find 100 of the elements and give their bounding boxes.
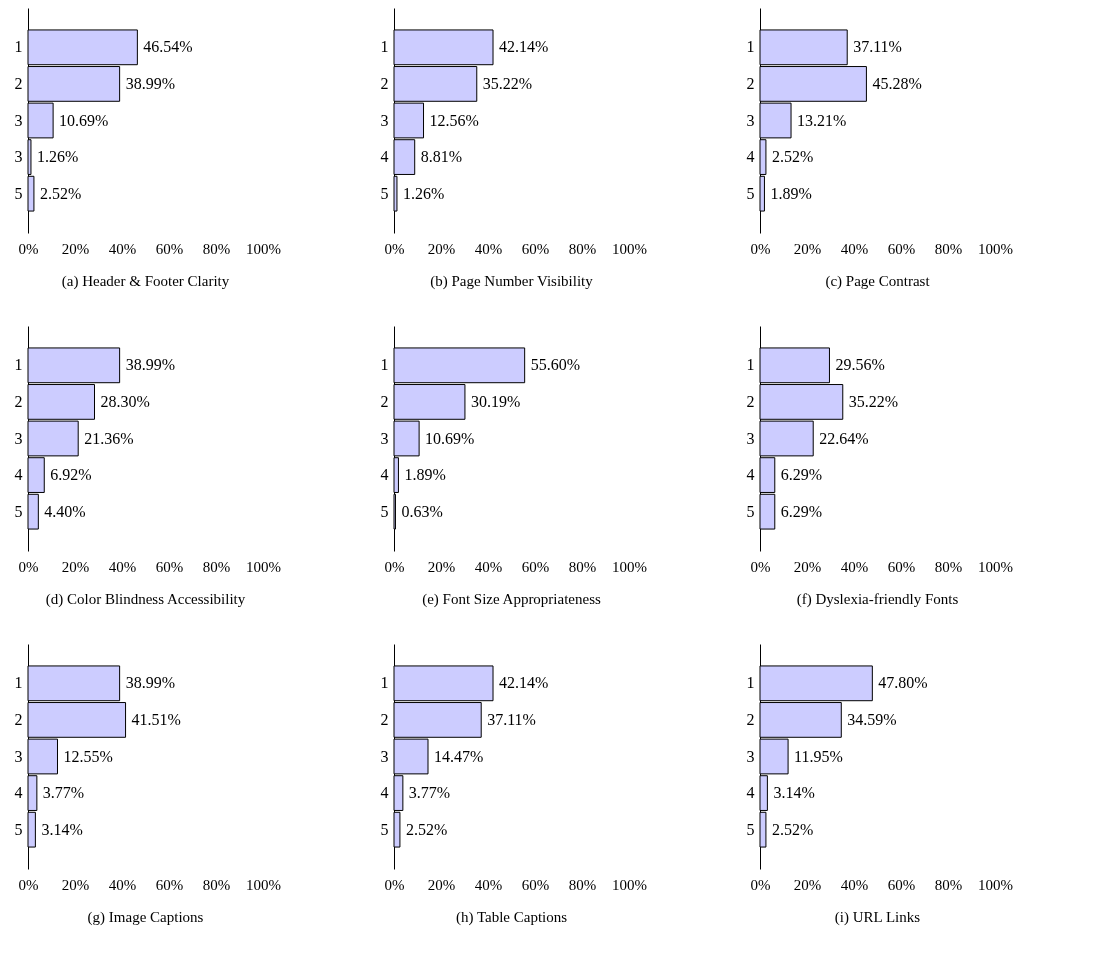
x-tick-label: 80%	[202, 558, 231, 575]
x-tick-label: 20%	[793, 558, 822, 575]
x-tick-label: 40%	[108, 876, 137, 893]
data-label: 0.63%	[401, 502, 443, 520]
y-tick-label: 4	[14, 466, 23, 484]
y-tick-label: 5	[380, 820, 389, 838]
x-tick-label: 0%	[384, 558, 405, 575]
data-label: 42.14%	[499, 674, 549, 692]
data-label: 47.80%	[878, 674, 928, 692]
x-tick-label: 100%	[978, 240, 1013, 257]
data-label: 4.40%	[44, 502, 86, 520]
y-tick-label: 3	[380, 747, 389, 765]
y-tick-label: 3	[14, 111, 23, 129]
y-tick-label: 2	[380, 710, 389, 728]
y-tick-label: 1	[380, 674, 389, 692]
text: (c) Page Contrast	[825, 273, 931, 290]
data-label: 46.54%	[143, 38, 193, 56]
x-tick-label: 100%	[246, 240, 281, 257]
data-label: 35.22%	[848, 392, 899, 410]
y-tick-label: 3	[746, 111, 755, 129]
x-tick-label: 60%	[521, 240, 550, 257]
y-tick-label: 4	[380, 466, 389, 484]
data-label: 8.81%	[420, 148, 463, 166]
x-tick-label: 80%	[568, 240, 597, 257]
data-label: 14.47%	[434, 747, 484, 765]
x-tick-label: 0%	[384, 240, 405, 257]
y-tick-label: 2	[380, 74, 389, 92]
x-tick-label: 40%	[474, 558, 503, 575]
data-label: 38.99%	[125, 356, 175, 374]
text: (a) Header & Footer Clarity	[61, 273, 230, 290]
x-tick-label: 40%	[840, 558, 869, 575]
y-tick-label: 2	[746, 710, 755, 728]
y-tick-label: 4	[14, 784, 23, 802]
text: (d) Color Blindness Accessibility	[45, 591, 246, 608]
x-tick-label: 40%	[108, 240, 137, 257]
y-tick-label: 4	[746, 466, 755, 484]
data-label: 29.56%	[835, 356, 885, 374]
y-tick-label: 5	[14, 184, 23, 202]
text: (e) Font Size Appropriateness	[422, 591, 602, 608]
data-label: 11.95%	[794, 747, 843, 765]
data-label: 6.92%	[50, 466, 92, 484]
x-tick-label: 0%	[750, 876, 771, 893]
data-label: 6.29%	[780, 466, 823, 484]
x-tick-label: 40%	[108, 558, 137, 575]
x-tick-label: 80%	[934, 558, 963, 575]
data-label: 3.14%	[41, 820, 83, 838]
y-tick-label: 2	[14, 392, 23, 410]
y-tick-label: 4	[746, 784, 755, 802]
x-tick-label: 0%	[18, 876, 39, 893]
data-label: 38.99%	[125, 674, 175, 692]
y-tick-label: 5	[380, 184, 389, 202]
data-label: 35.22%	[482, 74, 533, 92]
data-label: 12.55%	[63, 747, 113, 765]
data-label: 42.14%	[499, 38, 549, 56]
data-label: 2.52%	[39, 184, 82, 202]
data-label: 10.69%	[425, 429, 475, 447]
data-label: 2.52%	[771, 820, 814, 838]
y-tick-label: 5	[14, 502, 23, 520]
data-label: 3.77%	[42, 784, 85, 802]
x-tick-label: 60%	[887, 240, 916, 257]
x-tick-label: 60%	[887, 558, 916, 575]
y-tick-label: 3	[14, 747, 23, 765]
x-tick-label: 40%	[474, 240, 503, 257]
y-tick-label: 1	[14, 674, 23, 692]
y-tick-label: 4	[746, 148, 755, 166]
x-tick-label: 40%	[474, 876, 503, 893]
data-label: 37.11%	[487, 710, 536, 728]
x-tick-label: 80%	[568, 558, 597, 575]
x-tick-label: 100%	[978, 558, 1013, 575]
data-label: 55.60%	[530, 356, 580, 374]
y-tick-label: 4	[380, 148, 389, 166]
y-tick-label: 1	[14, 356, 23, 374]
y-tick-label: 3	[746, 429, 755, 447]
x-tick-label: 20%	[61, 558, 90, 575]
data-label: 10.69%	[59, 111, 109, 129]
x-tick-label: 100%	[978, 876, 1013, 893]
y-tick-label: 3	[14, 148, 23, 166]
y-tick-label: 3	[746, 747, 755, 765]
y-tick-label: 5	[746, 820, 755, 838]
x-tick-label: 80%	[202, 876, 231, 893]
data-label: 45.28%	[872, 74, 922, 92]
y-tick-label: 1	[746, 356, 755, 374]
data-label: 34.59%	[847, 710, 897, 728]
y-tick-label: 5	[14, 820, 23, 838]
y-tick-label: 1	[746, 674, 755, 692]
data-label: 1.26%	[402, 184, 445, 202]
data-label: 38.99%	[125, 74, 175, 92]
text: (h) Table Captions	[455, 909, 568, 926]
data-label: 1.26%	[36, 148, 79, 166]
y-tick-label: 2	[746, 392, 755, 410]
data-label: 22.64%	[819, 429, 869, 447]
x-tick-label: 60%	[155, 876, 184, 893]
text: (g) Image Captions	[87, 909, 204, 926]
x-tick-label: 0%	[750, 240, 771, 257]
x-tick-label: 20%	[793, 876, 822, 893]
x-tick-label: 0%	[18, 558, 39, 575]
x-tick-label: 40%	[840, 240, 869, 257]
y-tick-label: 2	[14, 710, 23, 728]
x-tick-label: 60%	[155, 240, 184, 257]
x-tick-label: 20%	[427, 240, 456, 257]
